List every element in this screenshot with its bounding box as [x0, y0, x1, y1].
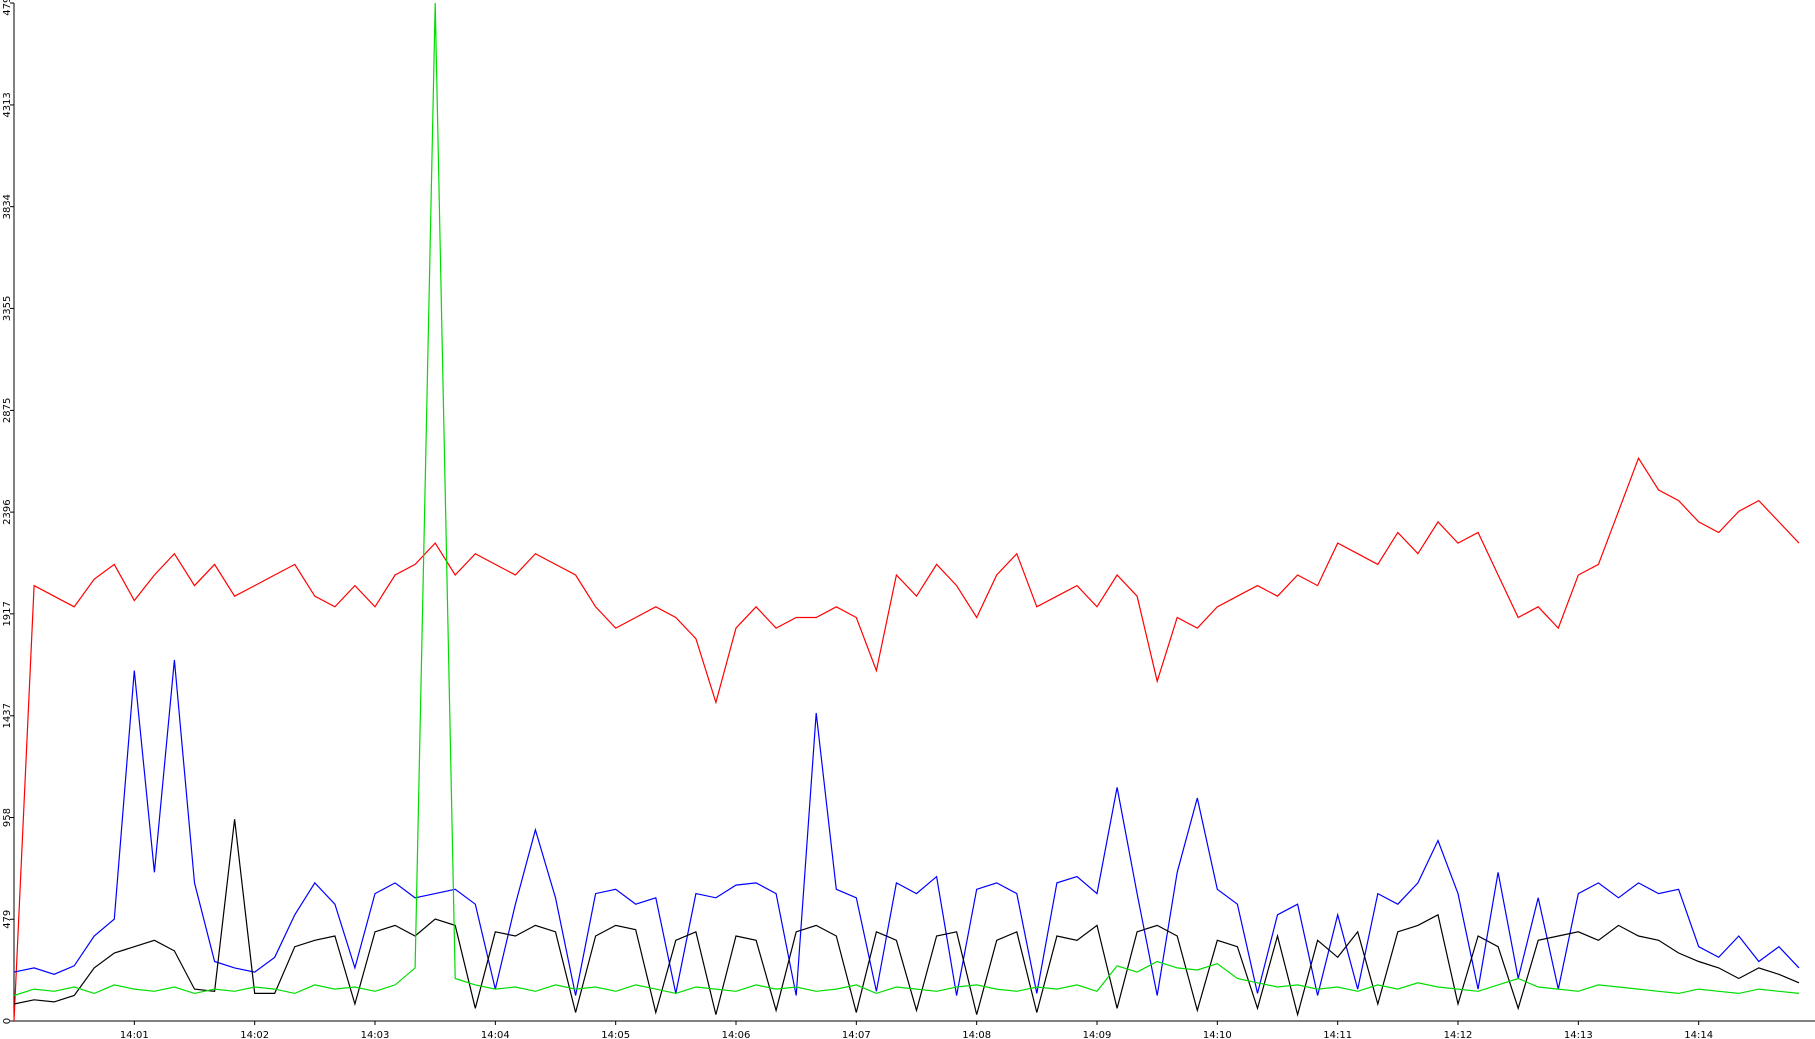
x-tick-label: 14:03 [361, 1030, 390, 1039]
x-tick-label: 14:04 [481, 1030, 510, 1039]
series-line [13, 2, 1800, 997]
series-line [13, 456, 1800, 1022]
x-tick-label: 14:12 [1444, 1030, 1473, 1039]
x-tick-label: 14:09 [1083, 1030, 1112, 1039]
y-tick-label: 958 [2, 808, 13, 827]
x-tick-label: 14:13 [1564, 1030, 1593, 1039]
series-line [13, 659, 1800, 996]
y-tick-label: 4793 [2, 0, 13, 16]
x-tick-label: 14:08 [962, 1030, 991, 1039]
y-tick-label: 2396 [2, 499, 13, 524]
y-tick-label: 4313 [2, 92, 13, 117]
y-tick-label: 479 [2, 910, 13, 929]
x-tick-label: 14:11 [1323, 1030, 1352, 1039]
y-tick-label: 0 [2, 1018, 13, 1024]
series-line [13, 819, 1800, 1017]
x-tick-label: 14:07 [842, 1030, 871, 1039]
x-tick-label: 14:06 [722, 1030, 751, 1039]
y-tick-label: 1437 [2, 703, 13, 728]
x-tick-label: 14:01 [120, 1030, 149, 1039]
x-tick-label: 14:10 [1203, 1030, 1232, 1039]
y-tick-label: 2875 [2, 398, 13, 423]
y-tick-label: 3355 [2, 296, 13, 321]
y-tick-label: 3834 [2, 194, 13, 219]
x-tick-label: 14:05 [601, 1030, 630, 1039]
x-tick-label: 14:14 [1684, 1030, 1713, 1039]
x-tick-label: 14:02 [240, 1030, 269, 1039]
y-tick-label: 1917 [2, 601, 13, 626]
